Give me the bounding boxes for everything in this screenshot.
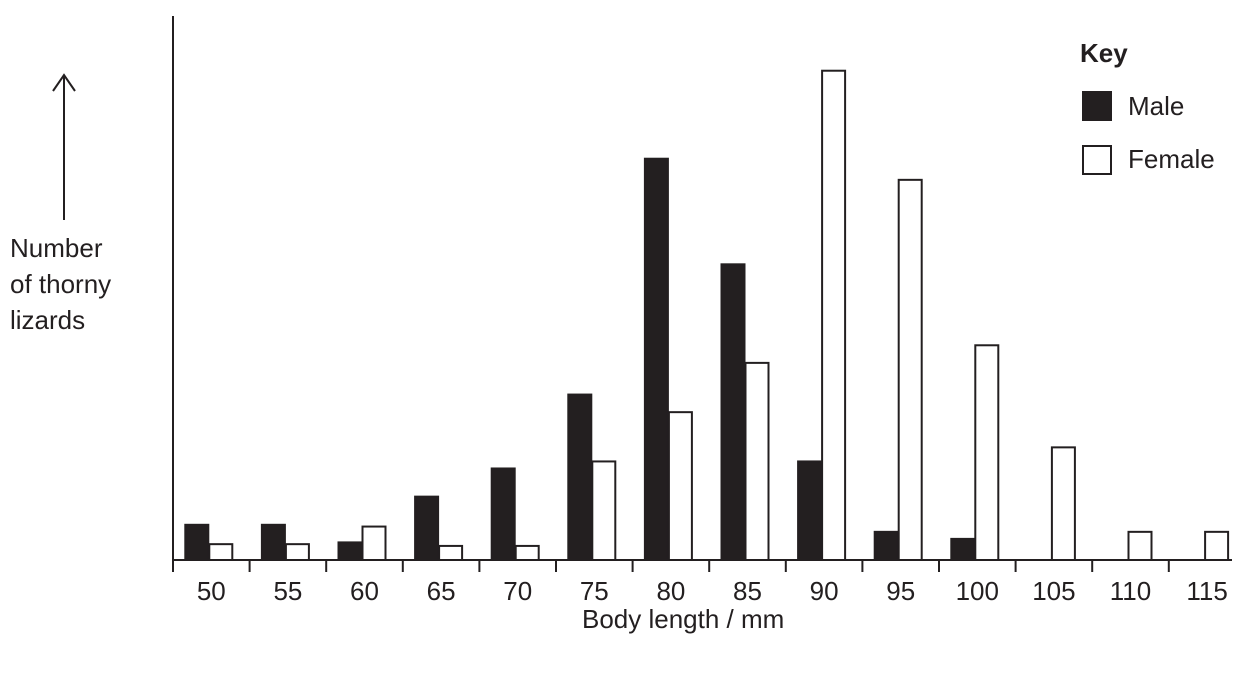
x-tick-label: 75 bbox=[580, 576, 609, 606]
y-axis-label-line-2: of thorny bbox=[10, 269, 112, 299]
bar-female-65 bbox=[438, 544, 464, 561]
legend-label-female: Female bbox=[1128, 144, 1215, 174]
bar-female-90 bbox=[821, 69, 847, 561]
x-tick-label: 85 bbox=[733, 576, 762, 606]
bar-male-60 bbox=[337, 541, 363, 562]
y-axis-label-line-3: lizards bbox=[10, 305, 86, 335]
bar-female-105 bbox=[1050, 446, 1076, 561]
x-tick-label: 80 bbox=[656, 576, 685, 606]
legend-swatch-female bbox=[1082, 145, 1112, 175]
bar-male-80 bbox=[643, 157, 669, 561]
x-tick-label: 100 bbox=[956, 576, 999, 606]
x-tick-label: 60 bbox=[350, 576, 379, 606]
bar-female-55 bbox=[284, 543, 310, 561]
bar-female-110 bbox=[1127, 530, 1153, 562]
bar-male-55 bbox=[260, 523, 286, 561]
bar-female-95 bbox=[897, 178, 923, 561]
x-tick-label: 70 bbox=[503, 576, 532, 606]
bars-group bbox=[184, 69, 1230, 562]
bar-male-90 bbox=[797, 460, 823, 561]
bar-female-60 bbox=[361, 525, 387, 561]
x-tick-label: 55 bbox=[273, 576, 302, 606]
bar-male-100 bbox=[950, 537, 976, 562]
x-tick-label: 65 bbox=[427, 576, 456, 606]
x-tick-label: 115 bbox=[1186, 576, 1227, 606]
x-tick-label: 110 bbox=[1110, 576, 1151, 606]
bar-male-75 bbox=[567, 393, 593, 561]
legend-label-male: Male bbox=[1128, 91, 1185, 121]
x-tick-label: 105 bbox=[1032, 576, 1075, 606]
x-tick-label: 90 bbox=[810, 576, 839, 606]
x-tick-labels-group: 50 55 60 65 70 75 80 85 90 95 100 105 110 115 bbox=[197, 576, 1228, 606]
bar-male-65 bbox=[414, 495, 440, 562]
y-arrow-head bbox=[52, 73, 76, 92]
x-tick-label: 95 bbox=[886, 576, 915, 606]
legend-title: Key bbox=[1080, 38, 1128, 68]
bar-male-85 bbox=[720, 263, 746, 561]
x-tick-label: 50 bbox=[197, 576, 226, 606]
bar-female-70 bbox=[514, 544, 540, 561]
bar-female-115 bbox=[1204, 530, 1230, 562]
legend-swatch-male bbox=[1082, 91, 1112, 121]
bar-female-100 bbox=[974, 344, 1000, 561]
bar-female-85 bbox=[744, 361, 770, 561]
bar-male-50 bbox=[184, 523, 210, 561]
bar-female-50 bbox=[208, 543, 234, 561]
bar-male-95 bbox=[873, 530, 899, 562]
bar-female-80 bbox=[667, 411, 693, 561]
y-axis-label-line-1: Number bbox=[10, 233, 103, 263]
bar-male-70 bbox=[490, 467, 516, 562]
x-ticks-group bbox=[172, 560, 1170, 572]
x-axis-label: Body length / mm bbox=[582, 604, 785, 634]
bar-female-75 bbox=[591, 460, 617, 561]
